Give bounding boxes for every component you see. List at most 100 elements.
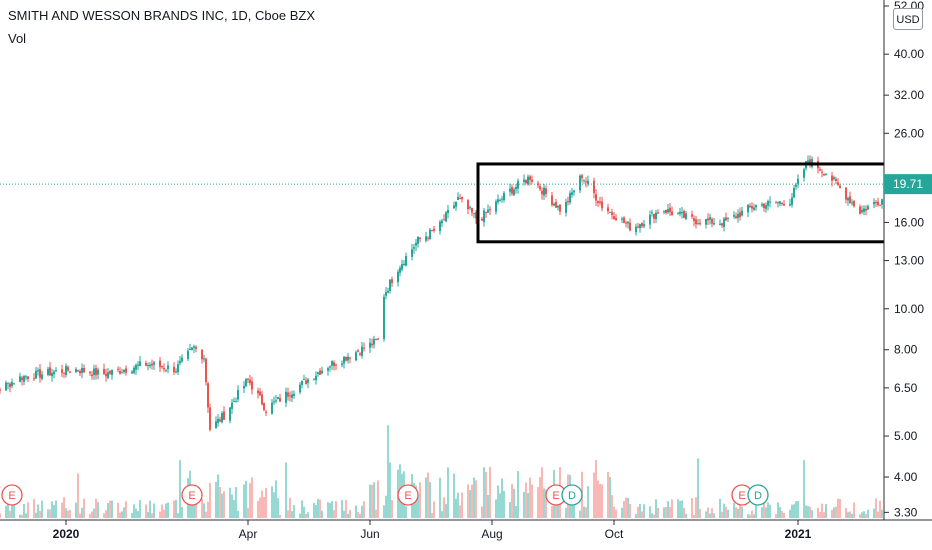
candle-body <box>413 247 415 249</box>
candle-body <box>177 364 179 372</box>
event-circle[interactable] <box>747 484 769 506</box>
price-axis[interactable]: 52.0040.0032.0026.0019.7116.0013.0010.00… <box>883 0 932 550</box>
event-circle[interactable] <box>181 484 203 506</box>
dividend-event-marker[interactable]: D <box>561 484 583 506</box>
volume-bar <box>667 501 669 518</box>
candle-body <box>63 372 65 374</box>
candle-body <box>7 382 9 384</box>
candle-body <box>5 382 7 391</box>
volume-bar <box>439 477 441 518</box>
candle-body <box>261 394 263 405</box>
candle-body <box>89 372 91 374</box>
volume-bar <box>849 511 851 518</box>
candle-body <box>511 187 513 194</box>
candle-body <box>559 204 561 212</box>
candle-body <box>79 371 81 374</box>
volume-bar <box>865 514 867 518</box>
volume-bar <box>299 513 301 518</box>
candle-body <box>433 228 435 231</box>
volume-bar <box>515 505 517 518</box>
volume-bar <box>425 477 427 518</box>
candle-body <box>383 296 385 339</box>
volume-bar <box>121 511 123 518</box>
volume-bar <box>69 510 71 518</box>
volume-bar <box>21 514 23 518</box>
volume-bar <box>655 499 657 518</box>
candle-body <box>669 207 671 212</box>
candle-body <box>581 175 583 179</box>
volume-bar <box>485 471 487 518</box>
volume-bar <box>723 503 725 518</box>
candle-body <box>865 208 867 211</box>
candle-body <box>775 202 777 204</box>
volume-bar <box>53 504 55 518</box>
earnings-event-marker[interactable]: E <box>181 484 203 506</box>
dividend-event-marker[interactable]: D <box>747 484 769 506</box>
volume-bar <box>319 499 321 518</box>
price-tick-label: 16.00 <box>894 215 924 229</box>
volume-bar <box>287 510 289 518</box>
candle-body <box>651 212 653 214</box>
volume-bar <box>739 498 741 518</box>
candle-body <box>723 218 725 227</box>
candle-body <box>331 360 333 366</box>
volume-bar <box>497 485 499 518</box>
candle-body <box>513 189 515 196</box>
volume-bar <box>191 500 193 518</box>
volume-bar <box>669 506 671 518</box>
candle-body <box>107 372 109 378</box>
volume-bar <box>23 504 25 518</box>
volume-bar <box>705 511 707 518</box>
candle-body <box>649 214 651 225</box>
candle-body <box>285 391 287 403</box>
volume-bar <box>137 511 139 518</box>
candle-body <box>777 202 779 204</box>
earnings-event-marker[interactable]: E <box>397 484 419 506</box>
candle-body <box>527 176 529 185</box>
candle-body <box>839 185 841 189</box>
volume-bar <box>663 507 665 518</box>
earnings-event-marker[interactable]: E <box>1 484 23 506</box>
candle-body <box>81 367 83 373</box>
event-circle[interactable] <box>561 484 583 506</box>
volume-bar <box>203 503 205 518</box>
candle-body <box>543 187 545 196</box>
volume-bar <box>19 514 21 518</box>
candle-body <box>25 376 27 378</box>
drawings-layer[interactable] <box>476 101 932 244</box>
candle-body <box>503 192 505 201</box>
volume-bar <box>509 501 511 518</box>
candle-body <box>567 201 569 203</box>
volume-bar <box>271 486 273 518</box>
currency-button[interactable]: USD <box>893 8 923 30</box>
volume-bar <box>447 467 449 518</box>
volume-bar <box>193 498 195 518</box>
time-axis[interactable]: 2020AprJunAugOct2021AprJunAug <box>0 519 932 550</box>
event-circle[interactable] <box>397 484 419 506</box>
range-rectangle-drawing[interactable] <box>476 162 932 244</box>
candle-body <box>629 222 631 231</box>
candle-body <box>531 179 533 182</box>
candle-body <box>705 219 707 225</box>
candle-body <box>667 209 669 213</box>
volume-bar <box>427 472 429 518</box>
volume-bar <box>443 497 445 518</box>
volume-bar <box>481 506 483 518</box>
volume-bar <box>551 506 553 518</box>
candle-body <box>499 200 501 202</box>
volume-bar <box>335 501 337 518</box>
volume-bar <box>313 502 315 518</box>
volume-bar <box>77 473 79 518</box>
volume-bar <box>487 495 489 518</box>
price-axis-background <box>884 0 932 550</box>
candle-body <box>67 367 69 371</box>
events-layer[interactable]: EEEEDEDEDE <box>1 484 932 506</box>
event-circle[interactable] <box>1 484 23 506</box>
volume-bar <box>637 506 639 518</box>
volume-bar <box>501 478 503 518</box>
candle-body <box>873 202 875 205</box>
candle-body <box>173 366 175 373</box>
candle-body <box>439 221 441 232</box>
